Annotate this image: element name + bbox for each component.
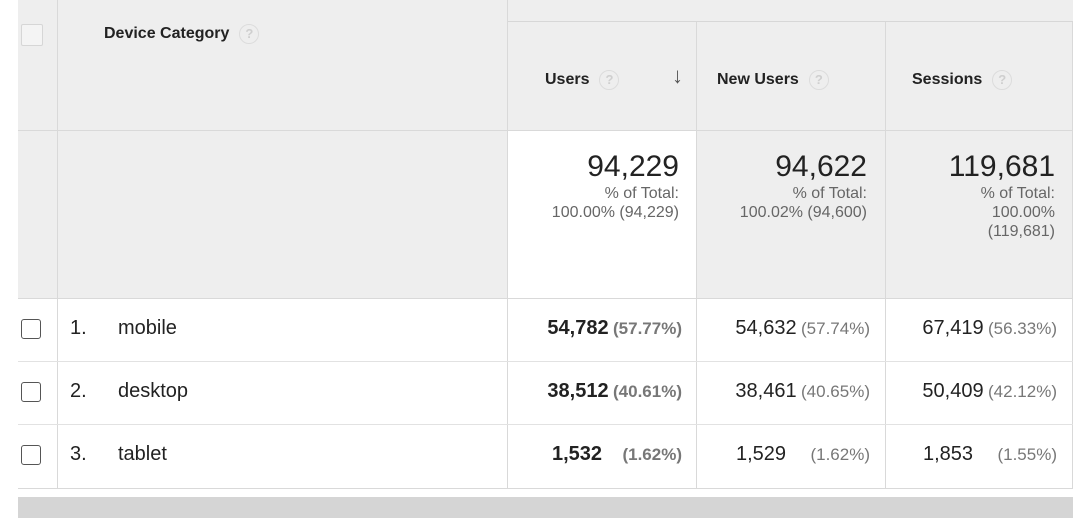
total-sessions: 119,681 % of Total: 100.00% (119,681) (885, 150, 1055, 241)
total-value: 94,622 (775, 150, 867, 183)
cell-new-users: 38,461 (40.65%) (696, 380, 870, 403)
row-checkbox[interactable] (21, 382, 41, 402)
row-dimension-value[interactable]: tablet (118, 443, 167, 465)
row-checkbox[interactable] (21, 445, 41, 465)
total-pct-detail: 100.00% (94,229) (551, 204, 679, 221)
vline-right (1072, 22, 1073, 488)
table-row: 2. desktop 38,512 (40.61%) 38,461 (40.65… (18, 362, 1073, 424)
hline-row1-bottom (18, 361, 1073, 362)
dimension-header[interactable]: Device Category? (104, 24, 260, 44)
cell-percent: (57.74%) (801, 319, 870, 338)
row-index: 1. (70, 317, 87, 339)
total-pct-label: % of Total: (604, 185, 679, 202)
column-header-label: New Users (717, 71, 799, 89)
column-header-users[interactable]: Users? (545, 70, 620, 90)
table-row: 3. tablet 1,532 (1.62%) 1,529 (1.62%) 1,… (18, 425, 1073, 487)
help-icon[interactable]: ? (992, 70, 1013, 90)
cell-value: 1,853 (922, 443, 974, 465)
help-icon[interactable]: ? (239, 24, 260, 44)
cell-percent: (56.33%) (988, 319, 1057, 338)
total-pct-line1: 100.00% (991, 204, 1055, 221)
hline-row2-bottom (18, 424, 1073, 425)
dimension-header-label: Device Category (104, 25, 230, 43)
cell-value: 1,529 (735, 443, 787, 465)
row-index: 2. (70, 380, 87, 402)
help-icon[interactable]: ? (599, 70, 620, 90)
cell-sessions: 50,409 (42.12%) (885, 380, 1057, 403)
sort-arrow-down-icon[interactable]: ↓ (672, 63, 683, 88)
cell-users: 38,512 (40.61%) (507, 380, 682, 403)
cell-value: 54,782 (547, 317, 609, 339)
cell-value: 38,512 (547, 380, 609, 402)
vline-newusers (696, 22, 697, 488)
cell-percent: (40.61%) (613, 382, 682, 401)
row-dimension-value[interactable]: mobile (118, 317, 177, 339)
cell-new-users: 1,529 (1.62%) (696, 443, 870, 466)
total-users: 94,229 % of Total: 100.00% (94,229) (507, 150, 679, 222)
cell-value: 38,461 (735, 380, 797, 402)
header-top-band (507, 0, 1073, 22)
help-icon[interactable]: ? (808, 70, 829, 90)
cell-percent: (57.77%) (613, 319, 682, 338)
total-value: 119,681 (948, 150, 1055, 183)
vline-users (507, 0, 508, 488)
row-dimension-value[interactable]: desktop (118, 380, 189, 402)
column-header-label: Users (545, 71, 590, 89)
cell-users: 54,782 (57.77%) (507, 317, 682, 340)
row-index: 3. (70, 443, 87, 465)
cell-value: 54,632 (735, 317, 797, 339)
cell-percent: (1.62%) (810, 445, 870, 464)
hline-totals-bottom (18, 298, 1073, 299)
column-header-new-users[interactable]: New Users? (717, 70, 829, 90)
total-pct-label: % of Total: (792, 185, 867, 202)
total-value: 94,229 (587, 150, 679, 183)
hline-row3-bottom (18, 488, 1073, 489)
column-header-label: Sessions (912, 71, 983, 89)
row-checkbox[interactable] (21, 319, 41, 339)
vline-sessions (885, 22, 886, 488)
cell-users: 1,532 (1.62%) (507, 443, 682, 466)
total-pct-detail: 100.02% (94,600) (739, 204, 867, 221)
cell-percent: (42.12%) (988, 382, 1057, 401)
cell-percent: (1.62%) (622, 445, 682, 464)
cell-value: 67,419 (922, 317, 984, 339)
hline-header-bottom (18, 130, 1073, 131)
total-pct-label: % of Total: (980, 185, 1055, 202)
cell-value: 1,532 (551, 443, 603, 465)
horizontal-scrollbar[interactable] (18, 497, 1073, 518)
total-new-users: 94,622 % of Total: 100.02% (94,600) (696, 150, 867, 222)
select-all-checkbox[interactable] (21, 24, 43, 46)
cell-value: 50,409 (922, 380, 984, 402)
vline-select (57, 0, 58, 488)
cell-sessions: 1,853 (1.55%) (885, 443, 1057, 466)
cell-new-users: 54,632 (57.74%) (696, 317, 870, 340)
table-row: 1. mobile 54,782 (57.77%) 54,632 (57.74%… (18, 299, 1073, 361)
cell-sessions: 67,419 (56.33%) (885, 317, 1057, 340)
column-header-sessions[interactable]: Sessions? (912, 70, 1013, 90)
cell-percent: (1.55%) (997, 445, 1057, 464)
totals-users-cell-bg (507, 130, 696, 298)
cell-percent: (40.65%) (801, 382, 870, 401)
total-pct-line2: (119,681) (987, 223, 1055, 240)
